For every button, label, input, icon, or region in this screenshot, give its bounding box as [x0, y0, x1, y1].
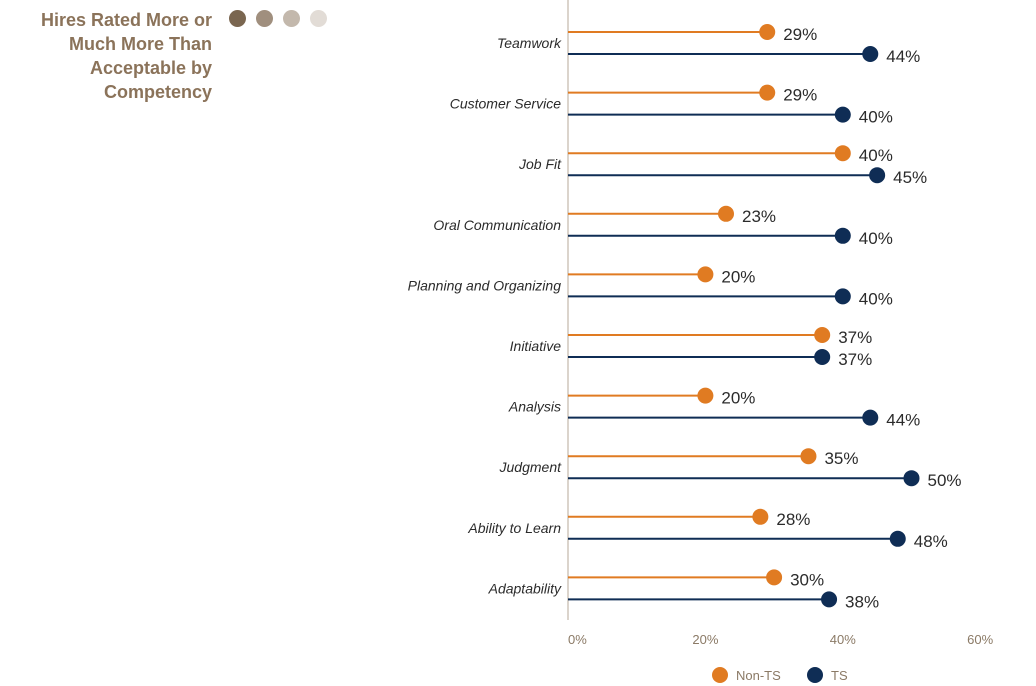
x-tick-label: 0%	[568, 632, 587, 647]
data-label: 45%	[893, 168, 927, 187]
x-tick-label: 60%	[967, 632, 993, 647]
category-label: Judgment	[499, 459, 563, 475]
decorative-dot-icon	[310, 10, 327, 27]
data-label: 50%	[928, 471, 962, 490]
data-label: 48%	[914, 532, 948, 551]
chart-title: Hires Rated More or Much More Than Accep…	[0, 8, 212, 104]
lollipop-point	[814, 349, 831, 365]
lollipop-point	[869, 167, 886, 184]
lollipop-point	[759, 24, 776, 40]
decorative-dot-icon	[256, 10, 273, 27]
data-label: 35%	[824, 449, 858, 468]
lollipop-point	[889, 530, 906, 547]
lollipop-point	[800, 448, 817, 465]
data-label: 29%	[783, 86, 817, 105]
category-label: Customer Service	[450, 96, 561, 112]
lollipop-point	[752, 508, 769, 525]
category-label: Initiative	[510, 338, 562, 354]
decorative-dot-icon	[229, 10, 246, 27]
lollipop-point	[697, 266, 714, 283]
data-label: 37%	[838, 328, 872, 347]
data-label: 38%	[845, 592, 879, 611]
decorative-dots	[229, 10, 327, 27]
data-label: 37%	[838, 350, 872, 369]
category-label: Job Fit	[518, 156, 562, 172]
category-label: Planning and Organizing	[408, 277, 562, 293]
category-label: Ability to Learn	[467, 520, 561, 536]
title-line-4: Competency	[103, 82, 212, 102]
legend-label: TS	[831, 668, 848, 683]
data-label: 29%	[783, 25, 817, 44]
data-label: 40%	[859, 146, 893, 165]
category-label: Adaptability	[488, 580, 562, 596]
lollipop-point	[834, 106, 851, 123]
title-line-2: Much More Than	[69, 34, 212, 54]
category-label: Oral Communication	[433, 217, 561, 233]
title-line-3: Acceptable by	[89, 58, 212, 78]
lollipop-point	[903, 470, 920, 487]
data-label: 40%	[859, 229, 893, 248]
lollipop-point	[862, 409, 879, 426]
lollipop-point	[759, 84, 776, 101]
legend-marker	[807, 667, 823, 683]
data-label: 30%	[790, 570, 824, 589]
data-label: 28%	[776, 510, 810, 529]
legend-marker	[712, 667, 728, 683]
lollipop-point	[766, 569, 783, 586]
data-label: 44%	[886, 411, 920, 430]
lollipop-point	[697, 387, 714, 404]
data-label: 40%	[859, 108, 893, 127]
lollipop-point	[814, 327, 831, 343]
data-label: 23%	[742, 207, 776, 226]
title-line-1: Hires Rated More or	[40, 10, 212, 30]
lollipop-point	[821, 591, 838, 608]
x-tick-label: 40%	[830, 632, 856, 647]
category-label: Teamwork	[497, 35, 562, 51]
lollipop-point	[834, 288, 851, 305]
lollipop-point	[834, 227, 851, 244]
data-label: 20%	[721, 389, 755, 408]
lollipop-point	[718, 205, 735, 222]
category-label: Analysis	[508, 399, 561, 415]
legend-label: Non-TS	[736, 668, 781, 683]
lollipop-point	[834, 145, 851, 162]
data-label: 44%	[886, 47, 920, 66]
decorative-dot-icon	[283, 10, 300, 27]
data-label: 40%	[859, 289, 893, 308]
lollipop-point	[862, 46, 879, 62]
data-label: 20%	[721, 267, 755, 286]
x-tick-label: 20%	[692, 632, 718, 647]
